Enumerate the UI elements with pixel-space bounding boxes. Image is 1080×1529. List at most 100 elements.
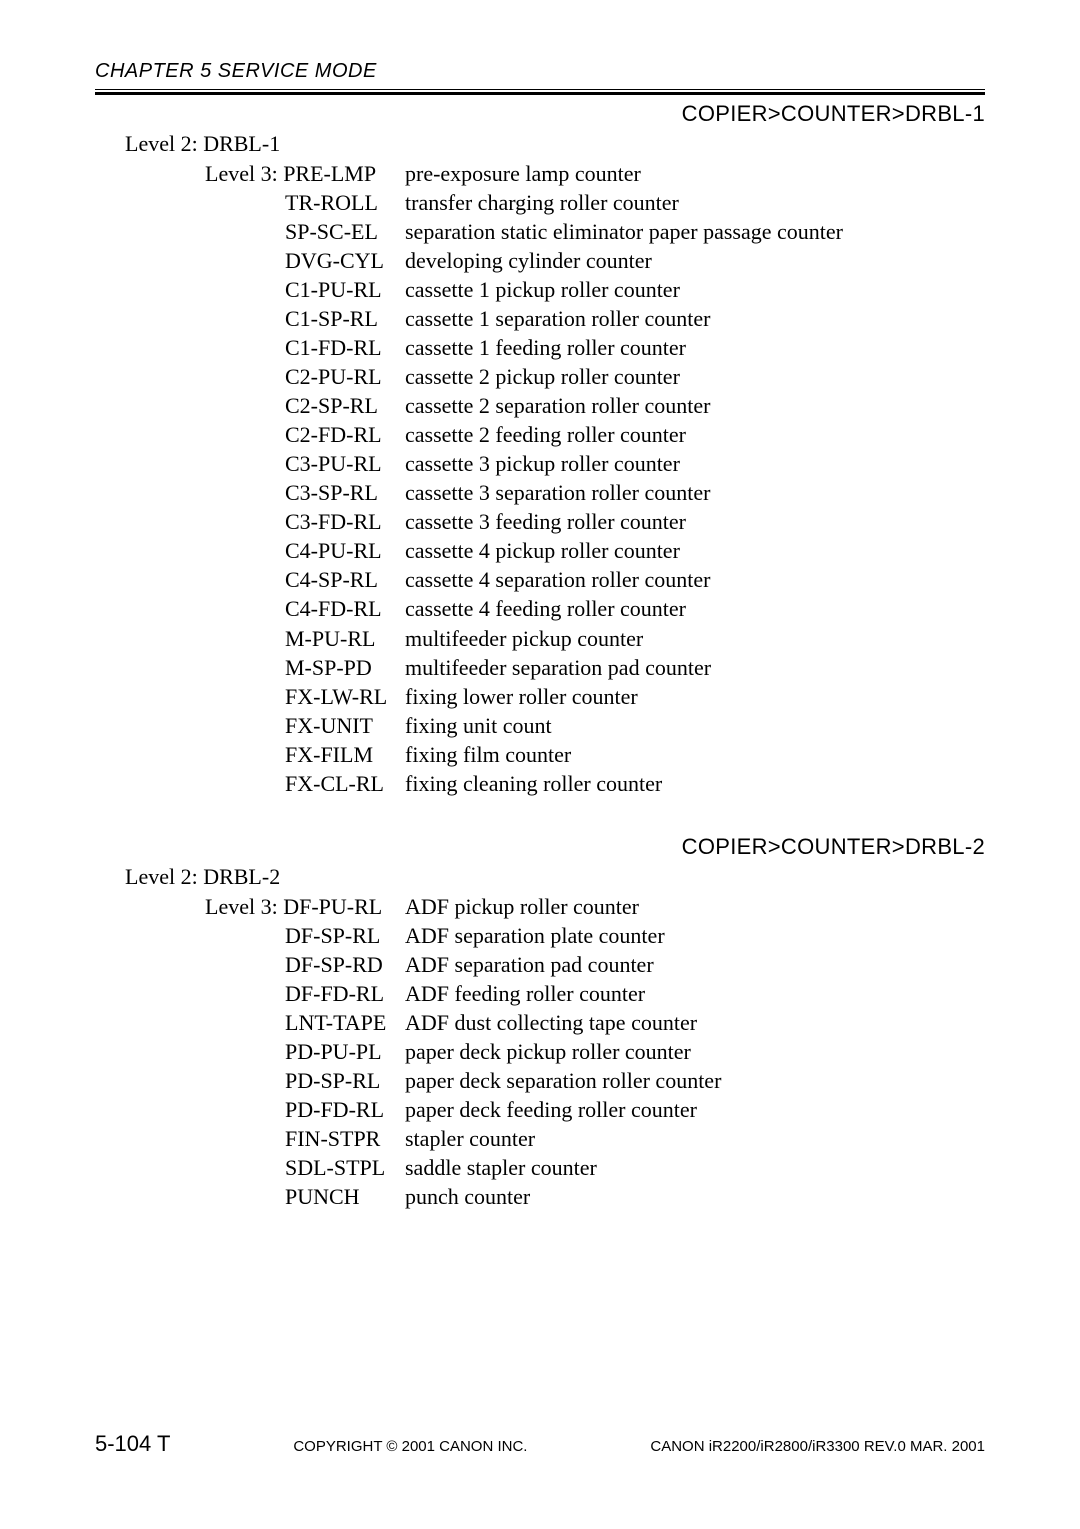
entry-description: paper deck pickup roller counter: [405, 1037, 985, 1066]
entry-row: M-SP-PDmultifeeder separation pad counte…: [205, 653, 985, 682]
entry-description: paper deck separation roller counter: [405, 1066, 985, 1095]
entry-code: C4-SP-RL: [205, 565, 405, 594]
entry-code: PD-PU-PL: [205, 1037, 405, 1066]
entry-code: SP-SC-EL: [205, 217, 405, 246]
entry-row: C4-SP-RLcassette 4 separation roller cou…: [205, 565, 985, 594]
entry-description: multifeeder pickup counter: [405, 624, 985, 653]
entry-code: FX-FILM: [205, 740, 405, 769]
entry-code: SDL-STPL: [205, 1153, 405, 1182]
entry-description: fixing lower roller counter: [405, 682, 985, 711]
entry-code: DF-SP-RD: [205, 950, 405, 979]
entry-description: cassette 2 feeding roller counter: [405, 420, 985, 449]
entry-description: developing cylinder counter: [405, 246, 985, 275]
header-rule: [95, 92, 985, 95]
entry-code: PUNCH: [205, 1182, 405, 1211]
entry-description: ADF separation pad counter: [405, 950, 985, 979]
entry-row: PD-FD-RLpaper deck feeding roller counte…: [205, 1095, 985, 1124]
entry-row: SDL-STPLsaddle stapler counter: [205, 1153, 985, 1182]
entry-row: M-PU-RLmultifeeder pickup counter: [205, 624, 985, 653]
entry-row: Level 3: PRE-LMPpre-exposure lamp counte…: [205, 159, 985, 188]
entry-code: FX-LW-RL: [205, 682, 405, 711]
entry-row: C2-SP-RLcassette 2 separation roller cou…: [205, 391, 985, 420]
entry-code: M-PU-RL: [205, 624, 405, 653]
entry-row: C1-FD-RLcassette 1 feeding roller counte…: [205, 333, 985, 362]
entries-block-2: Level 3: DF-PU-RLADF pickup roller count…: [205, 892, 985, 1211]
entry-description: pre-exposure lamp counter: [405, 159, 985, 188]
entry-code: PD-SP-RL: [205, 1066, 405, 1095]
entry-description: cassette 4 feeding roller counter: [405, 594, 985, 623]
breadcrumb-2: COPIER>COUNTER>DRBL-2: [95, 834, 985, 860]
entry-row: LNT-TAPEADF dust collecting tape counter: [205, 1008, 985, 1037]
page-number: 5-104 T: [95, 1431, 170, 1457]
entry-description: fixing unit count: [405, 711, 985, 740]
entry-row: PD-PU-PLpaper deck pickup roller counter: [205, 1037, 985, 1066]
entry-row: C4-PU-RLcassette 4 pickup roller counter: [205, 536, 985, 565]
entry-description: multifeeder separation pad counter: [405, 653, 985, 682]
entry-description: cassette 2 pickup roller counter: [405, 362, 985, 391]
entry-code: C2-FD-RL: [205, 420, 405, 449]
entry-code: C4-FD-RL: [205, 594, 405, 623]
entry-row: DF-FD-RLADF feeding roller counter: [205, 979, 985, 1008]
entry-code: C1-FD-RL: [205, 333, 405, 362]
entry-description: cassette 1 feeding roller counter: [405, 333, 985, 362]
entry-description: paper deck feeding roller counter: [405, 1095, 985, 1124]
entry-description: punch counter: [405, 1182, 985, 1211]
entry-code: FX-CL-RL: [205, 769, 405, 798]
chapter-header: CHAPTER 5 SERVICE MODE: [95, 60, 985, 90]
entry-row: TR-ROLLtransfer charging roller counter: [205, 188, 985, 217]
document-reference: CANON iR2200/iR2800/iR3300 REV.0 MAR. 20…: [650, 1438, 985, 1455]
entry-row: C3-SP-RLcassette 3 separation roller cou…: [205, 478, 985, 507]
entry-description: cassette 3 feeding roller counter: [405, 507, 985, 536]
entry-row: PUNCHpunch counter: [205, 1182, 985, 1211]
entry-description: transfer charging roller counter: [405, 188, 985, 217]
level2-label-1: Level 2: DRBL-1: [125, 131, 985, 157]
entry-code: DF-SP-RL: [205, 921, 405, 950]
copyright-text: COPYRIGHT © 2001 CANON INC.: [293, 1438, 527, 1455]
entry-description: ADF feeding roller counter: [405, 979, 985, 1008]
entry-description: cassette 4 separation roller counter: [405, 565, 985, 594]
entry-row: DVG-CYLdeveloping cylinder counter: [205, 246, 985, 275]
entry-row: C1-PU-RLcassette 1 pickup roller counter: [205, 275, 985, 304]
entry-code: DVG-CYL: [205, 246, 405, 275]
entry-code: C3-FD-RL: [205, 507, 405, 536]
entry-description: cassette 1 separation roller counter: [405, 304, 985, 333]
entry-description: cassette 2 separation roller counter: [405, 391, 985, 420]
entry-row: FX-LW-RLfixing lower roller counter: [205, 682, 985, 711]
entry-code: FX-UNIT: [205, 711, 405, 740]
entry-code: FIN-STPR: [205, 1124, 405, 1153]
entry-code: Level 3: DF-PU-RL: [205, 892, 405, 921]
entry-description: cassette 1 pickup roller counter: [405, 275, 985, 304]
entry-code: PD-FD-RL: [205, 1095, 405, 1124]
entry-description: saddle stapler counter: [405, 1153, 985, 1182]
entries-block-1: Level 3: PRE-LMPpre-exposure lamp counte…: [205, 159, 985, 798]
page-footer: 5-104 T COPYRIGHT © 2001 CANON INC. CANO…: [95, 1431, 985, 1457]
entry-description: ADF pickup roller counter: [405, 892, 985, 921]
entry-row: FX-CL-RLfixing cleaning roller counter: [205, 769, 985, 798]
entry-description: cassette 3 separation roller counter: [405, 478, 985, 507]
entry-row: PD-SP-RLpaper deck separation roller cou…: [205, 1066, 985, 1095]
entry-row: C3-PU-RLcassette 3 pickup roller counter: [205, 449, 985, 478]
entry-code: C4-PU-RL: [205, 536, 405, 565]
entry-code: DF-FD-RL: [205, 979, 405, 1008]
entry-description: cassette 4 pickup roller counter: [405, 536, 985, 565]
entry-code: C1-PU-RL: [205, 275, 405, 304]
entry-row: C3-FD-RLcassette 3 feeding roller counte…: [205, 507, 985, 536]
entry-code: C3-PU-RL: [205, 449, 405, 478]
entry-code: C3-SP-RL: [205, 478, 405, 507]
entry-code: C2-SP-RL: [205, 391, 405, 420]
entry-row: SP-SC-ELseparation static eliminator pap…: [205, 217, 985, 246]
entry-row: FIN-STPRstapler counter: [205, 1124, 985, 1153]
entry-description: cassette 3 pickup roller counter: [405, 449, 985, 478]
entry-row: C4-FD-RLcassette 4 feeding roller counte…: [205, 594, 985, 623]
entry-code: C2-PU-RL: [205, 362, 405, 391]
entry-row: C2-FD-RLcassette 2 feeding roller counte…: [205, 420, 985, 449]
entry-description: separation static eliminator paper passa…: [405, 217, 985, 246]
entry-row: C2-PU-RLcassette 2 pickup roller counter: [205, 362, 985, 391]
entry-description: ADF separation plate counter: [405, 921, 985, 950]
entry-description: fixing cleaning roller counter: [405, 769, 985, 798]
entry-row: FX-UNIT fixing unit count: [205, 711, 985, 740]
entry-code: M-SP-PD: [205, 653, 405, 682]
entry-code: C1-SP-RL: [205, 304, 405, 333]
level2-label-2: Level 2: DRBL-2: [125, 864, 985, 890]
entry-description: stapler counter: [405, 1124, 985, 1153]
